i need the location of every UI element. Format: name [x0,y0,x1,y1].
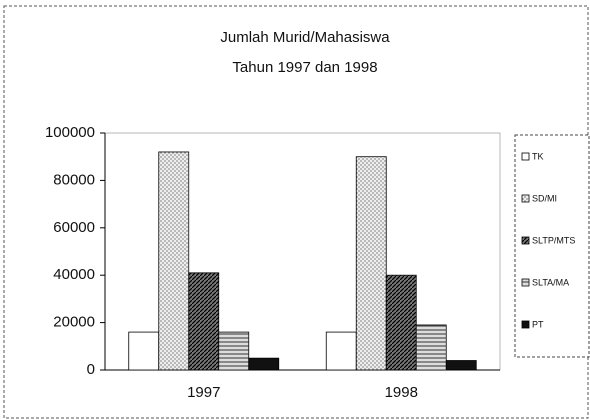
y-tick-label: 60000 [53,219,95,236]
legend-label: TK [532,151,544,161]
y-tick-label: 40000 [53,266,95,283]
legend-label: PT [532,319,544,329]
bar [158,151,190,371]
bar [385,274,417,371]
legend-label: SLTP/MTS [532,235,575,245]
y-tick-label: 0 [87,361,95,378]
bar [325,331,357,371]
bar [218,331,250,371]
legend-swatch-texture [522,195,529,202]
chart-title: Jumlah Murid/Mahasiswa [220,29,390,46]
legend-swatch-texture [522,279,529,286]
y-tick-label: 20000 [53,314,95,331]
y-tick-label: 100000 [45,124,95,141]
bar [248,357,280,371]
bar [128,331,160,371]
y-tick-label: 80000 [53,171,95,188]
legend-swatch [521,320,530,329]
chart-subtitle: Tahun 1997 dan 1998 [232,59,377,76]
x-tick-label: 1997 [187,384,220,401]
legend-swatch [521,152,530,161]
legend-swatch-texture [522,237,529,244]
bar [445,360,477,371]
bar [415,324,447,371]
x-tick-label: 1998 [385,384,418,401]
legend-label: SLTA/MA [532,277,569,287]
bar [355,156,387,371]
bar [188,272,220,371]
legend-box [514,134,590,358]
legend-label: SD/MI [532,193,557,203]
